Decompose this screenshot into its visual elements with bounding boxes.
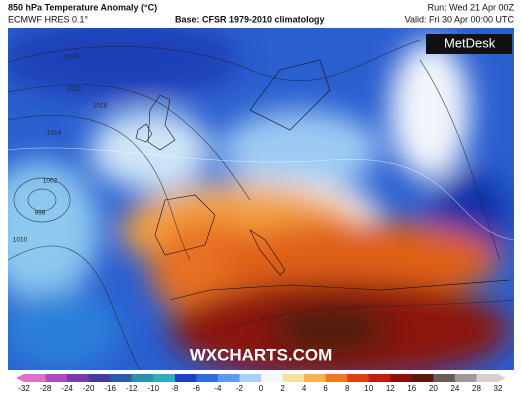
colorbar-swatch (368, 374, 391, 382)
colorbar-swatch (45, 374, 68, 382)
logo-box (426, 34, 512, 54)
colorbar-tick-label: -20 (83, 384, 95, 393)
colorbar-swatch (217, 374, 240, 382)
isobar-label: 1014 (47, 130, 62, 137)
colorbar-swatch (282, 374, 305, 382)
colorbar-swatch (433, 374, 456, 382)
title: 850 hPa Temperature Anomaly (°C) (8, 2, 157, 12)
colorbar-tick-label: 10 (364, 384, 373, 393)
colorbar-tick-label: 16 (407, 384, 416, 393)
base: Base: CFSR 1979-2010 climatology (175, 14, 325, 24)
colorbar-swatch (67, 374, 90, 382)
colorbar-tick-label: 20 (429, 384, 438, 393)
colorbar-swatch (261, 374, 284, 382)
isobar-label: 1026 (65, 54, 80, 61)
isobar-label: 1002 (43, 178, 58, 185)
colorbar-swatch (174, 374, 197, 382)
colorbar-swatch (304, 374, 327, 382)
colorbar-tick-label: -16 (104, 384, 116, 393)
isobar-label: 1022 (67, 86, 82, 93)
colorbar-swatch (390, 374, 413, 382)
colorbar-tick-label: -2 (236, 384, 244, 393)
colorbar-tick-label: -32 (18, 384, 30, 393)
isobar-labels: 1026 1022 1018 1014 1002 998 1010 (13, 54, 108, 244)
colorbar-tick-label: 28 (472, 384, 481, 393)
colorbar-tick-label: 8 (345, 384, 350, 393)
isobar-label: 1010 (13, 237, 28, 244)
run: Run: Wed 21 Apr 00Z (428, 2, 515, 12)
colorbar-swatch (239, 374, 262, 382)
colorbar-swatch (347, 374, 370, 382)
valid: Valid: Fri 30 Apr 00:00 UTC (405, 14, 515, 24)
colorbar-tick-label: 32 (494, 384, 503, 393)
colorbar: -32 -28 -24 -20 -16 -12 -10 -8 -6 -4 -2 0 2 4 6 8 10 12 16… (16, 374, 506, 393)
watermark: WXCHARTS.COM (190, 345, 333, 364)
colorbar-tick-label: -24 (61, 384, 73, 393)
colorbar-tick-label: -8 (171, 384, 179, 393)
colorbar-swatch (196, 374, 219, 382)
colorbar-swatch (454, 374, 477, 382)
colorbar-tick-label: 4 (302, 384, 307, 393)
isobar-label: 998 (35, 210, 46, 217)
logo: MetDesk (444, 35, 496, 50)
colorbar-tick-label: 24 (450, 384, 459, 393)
colorbar-swatch (88, 374, 111, 382)
colorbar-swatch (110, 374, 133, 382)
model: ECMWF HRES 0.1° (8, 14, 89, 24)
colorbar-tick-label: -4 (214, 384, 222, 393)
colorbar-tick-label: 6 (323, 384, 328, 393)
colorbar-tick-label: -6 (193, 384, 201, 393)
colorbar-tick-label: -28 (40, 384, 52, 393)
colorbar-swatch (24, 374, 47, 382)
isobar-label: 1018 (93, 103, 108, 110)
colorbar-tick-label: -10 (147, 384, 159, 393)
colorbar-swatch (153, 374, 176, 382)
colorbar-tick-label: 2 (280, 384, 285, 393)
colorbar-swatch (131, 374, 154, 382)
colorbar-swatch (411, 374, 434, 382)
colorbar-tick-label: -12 (126, 384, 138, 393)
colorbar-arrow-left (16, 374, 24, 382)
colorbar-tick-label: 12 (386, 384, 395, 393)
colorbar-swatch (476, 374, 499, 382)
colorbar-swatch (325, 374, 348, 382)
colorbar-arrow-right (498, 374, 506, 382)
colorbar-tick-label: 0 (259, 384, 264, 393)
map (8, 28, 514, 370)
